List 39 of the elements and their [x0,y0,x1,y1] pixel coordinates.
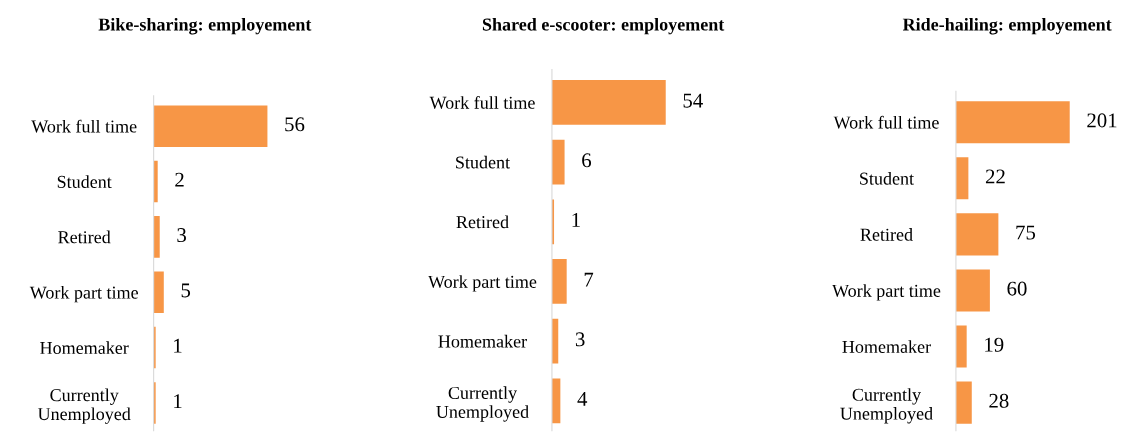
data-label: 2 [175,172,184,187]
chart-title: Shared e-scooter: employement [482,17,725,35]
y-tick-label: Work full time [429,95,535,109]
y-tick-label: Retired [58,230,111,244]
y-tick-label: Retired [456,215,509,229]
y-tick-label: Work full time [31,119,137,133]
y-tick-label: Homemaker [842,340,931,353]
data-label: 4 [577,392,588,406]
y-tick-label: Student [860,172,914,185]
data-label: 54 [683,93,703,108]
data-label: 6 [582,153,592,168]
data-label: 60 [1007,281,1027,296]
y-tick-label: Student [57,175,112,188]
data-label: 56 [285,117,305,132]
y-tick-label: Currently Unemployed [37,388,131,424]
data-label: 1 [174,338,182,353]
data-label: 1 [572,213,580,227]
y-tick-label: Homemaker [40,341,129,355]
y-tick-label: Currently Unemployed [840,388,933,424]
data-label: 3 [177,228,186,243]
data-label: 1 [174,394,182,408]
y-tick-label: Retired [860,228,913,241]
chart-title: Ride-hailing: employement [902,17,1112,35]
data-label: 201 [1087,113,1117,128]
data-label: 5 [181,283,191,298]
data-label: 19 [985,337,1004,352]
y-tick-label: Work part time [428,275,537,292]
y-tick-label: Work full time [833,115,939,129]
y-tick-label: Student [456,155,510,169]
data-label: 28 [989,393,1009,408]
y-tick-label: Currently Unemployed [436,386,529,422]
data-label: 7 [584,272,594,287]
data-label: 3 [575,332,585,347]
chart-title: Bike-sharing: employement [98,17,312,35]
y-tick-label: Homemaker [438,334,527,348]
data-label: 22 [985,169,1005,184]
data-label: 75 [1016,225,1036,240]
y-tick-label: Work part time [29,285,138,303]
y-tick-label: Work part time [832,284,941,301]
